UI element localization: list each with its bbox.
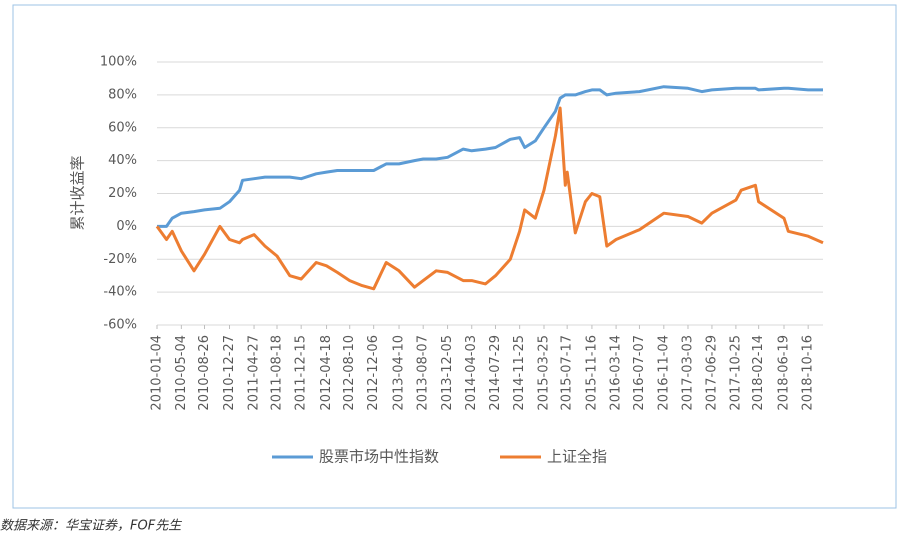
x-tick-label: 2010-05-04 bbox=[174, 335, 189, 411]
y-tick-label: 100% bbox=[100, 55, 137, 70]
x-tick-label: 2012-08-10 bbox=[342, 335, 357, 411]
x-tick-label: 2014-07-29 bbox=[488, 335, 503, 411]
line-series bbox=[155, 106, 824, 291]
x-tick-label: 2014-04-03 bbox=[464, 335, 479, 411]
x-tick-label: 2012-12-06 bbox=[366, 335, 381, 411]
x-tick-label: 2014-11-25 bbox=[512, 335, 527, 411]
x-tick-label: 2016-07-07 bbox=[632, 335, 647, 411]
x-tick-label: 2016-03-14 bbox=[609, 335, 624, 411]
x-tick-label: 2015-07-17 bbox=[560, 335, 575, 411]
y-tick-label: 40% bbox=[108, 153, 137, 168]
x-tick-label: 2011-12-15 bbox=[294, 335, 309, 411]
x-tick-label: 2012-04-18 bbox=[319, 335, 334, 411]
x-tick-label: 2011-08-18 bbox=[270, 335, 285, 411]
y-tick-label: 0% bbox=[116, 219, 137, 234]
y-tick-label: -60% bbox=[103, 318, 137, 333]
x-tick-label: 2017-06-29 bbox=[704, 335, 719, 411]
x-tick-label: 2013-08-07 bbox=[416, 335, 431, 411]
x-tick-label: 2017-10-25 bbox=[728, 335, 743, 411]
x-tick-label: 2017-03-03 bbox=[680, 335, 695, 411]
y-tick-label: -20% bbox=[103, 252, 137, 267]
x-tick-label: 2015-11-16 bbox=[584, 335, 599, 411]
x-tick-label: 2016-11-04 bbox=[656, 335, 671, 411]
x-tick-label: 2018-10-16 bbox=[801, 335, 816, 411]
x-tick-label: 2013-12-05 bbox=[440, 335, 455, 411]
x-tick-label: 2010-08-26 bbox=[197, 335, 212, 411]
legend-label: 上证全指 bbox=[547, 448, 607, 466]
x-tick-label: 2013-04-10 bbox=[392, 335, 407, 411]
x-tick-label: 2015-03-25 bbox=[537, 335, 552, 411]
line-series bbox=[157, 85, 823, 228]
x-tick-label: 2010-12-27 bbox=[222, 335, 237, 411]
y-tick-label: 20% bbox=[108, 186, 137, 201]
y-axis-label: 累计收益率 bbox=[69, 155, 87, 230]
x-tick-label: 2018-02-14 bbox=[751, 335, 766, 411]
x-tick-label: 2010-01-04 bbox=[150, 335, 165, 411]
y-tick-label: -40% bbox=[103, 285, 137, 300]
legend-label: 股票市场中性指数 bbox=[319, 448, 439, 466]
y-tick-label: 60% bbox=[108, 120, 137, 135]
x-tick-label: 2018-06-19 bbox=[777, 335, 792, 411]
y-tick-label: 80% bbox=[108, 87, 137, 102]
x-tick-label: 2011-04-27 bbox=[247, 335, 262, 411]
source-note: 数据来源：华宝证券，FOF先生 bbox=[0, 518, 182, 533]
chart-frame bbox=[12, 4, 897, 509]
